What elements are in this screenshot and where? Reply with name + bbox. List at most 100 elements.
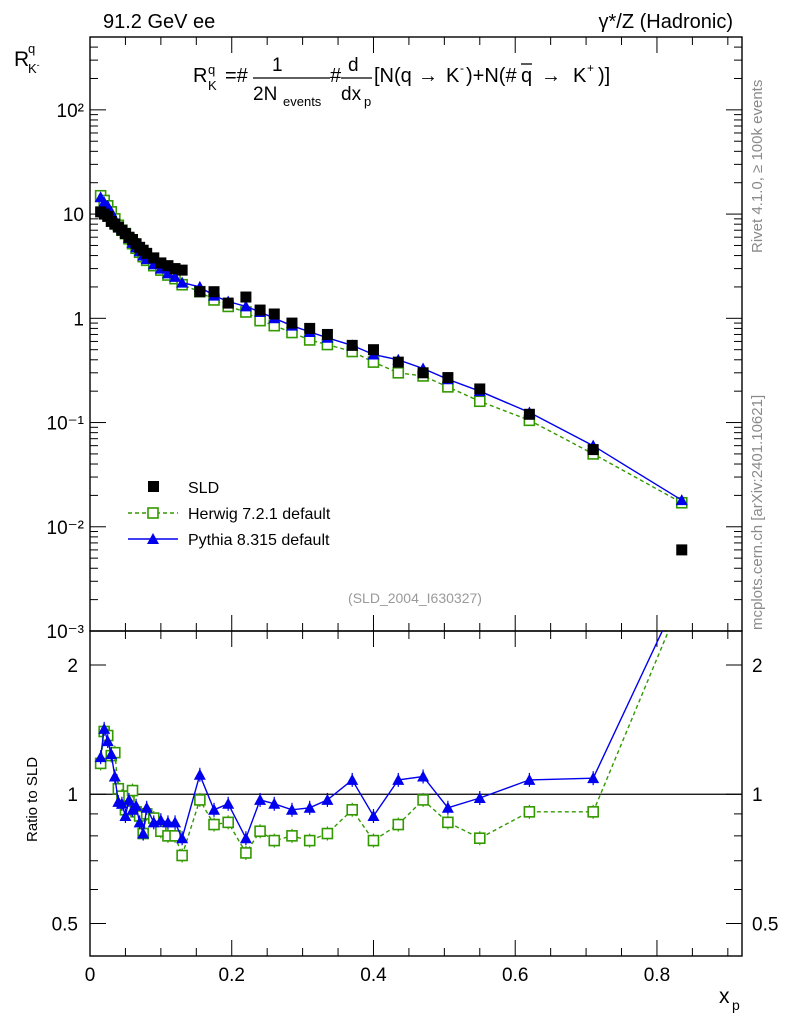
energy-label: 91.2 GeV ee	[103, 11, 215, 33]
pythia-ratio-point	[133, 816, 146, 828]
ratio-y-tick-label-left: 1	[67, 785, 78, 806]
herwig-ratio-point	[677, 594, 687, 604]
mcplots-label: mcplots.cern.ch [arXiv:2401.10621]	[749, 395, 766, 630]
pythia-ratio-point	[285, 803, 298, 815]
ratio-series-layer	[94, 583, 688, 863]
pythia-ratio-point	[303, 801, 316, 813]
svg-text:R: R	[193, 65, 207, 87]
svg-text:2N: 2N	[253, 84, 277, 105]
svg-text:+: +	[587, 61, 594, 75]
sld-data-point	[442, 372, 454, 384]
herwig-ratio-point	[208, 818, 220, 831]
herwig-ratio-point	[523, 806, 536, 818]
main-series-layer	[94, 189, 688, 556]
herwig-main-point	[392, 367, 405, 379]
svg-text:K-: K-	[28, 60, 40, 76]
legend-herwig-marker	[147, 507, 159, 519]
svg-text:q: q	[208, 62, 215, 77]
svg-text:-: -	[460, 61, 464, 75]
main-y-tick-label: 10⁻¹	[47, 414, 85, 435]
legend-herwig-label: Herwig 7.2.1 default	[188, 506, 331, 523]
sld-data-point	[321, 328, 333, 340]
process-label: γ*/Z (Hadronic)	[599, 11, 733, 33]
herwig-ratio-point	[321, 827, 334, 840]
pythia-ratio-point	[392, 773, 405, 785]
herwig-ratio-point	[176, 849, 188, 862]
sld-data-point	[268, 308, 280, 320]
ratio-y-tick-label-right: 2	[752, 656, 763, 677]
pythia-ratio-point	[367, 809, 380, 821]
sld-data-point	[240, 291, 252, 303]
svg-text:K: K	[208, 78, 217, 93]
herwig-ratio-point	[346, 803, 359, 816]
pythia-ratio-point	[346, 773, 359, 785]
pythia-ratio-point	[239, 832, 252, 844]
herwig-ratio-point	[126, 784, 139, 797]
pythia-ratio-point	[154, 814, 167, 826]
main-y-tick-label: 10	[63, 205, 84, 226]
sld-data-point	[208, 286, 220, 298]
herwig-ratio-point	[473, 832, 486, 844]
svg-text:→: →	[418, 65, 438, 87]
ratio-y-tick-label-right: 0.5	[752, 914, 778, 935]
pythia-ratio-point	[94, 751, 107, 763]
sld-data-point	[392, 356, 404, 368]
svg-text:p: p	[364, 94, 371, 109]
legend-pythia-marker	[147, 533, 159, 544]
main-y-tick-label: 10⁻²	[47, 518, 85, 539]
herwig-ratio-point	[367, 834, 380, 847]
svg-text:R: R	[14, 48, 29, 71]
sld-data-point	[676, 544, 688, 556]
svg-text:q: q	[521, 65, 532, 87]
svg-text:[N(q: [N(q	[374, 65, 412, 87]
x-tick-label: 0.4	[360, 965, 387, 986]
pythia-ratio-point	[676, 583, 688, 594]
pythia-ratio-point	[441, 801, 454, 813]
pythia-ratio-point	[137, 827, 150, 839]
pythia-ratio-point	[140, 801, 153, 813]
pythia-ratio-point	[321, 793, 334, 805]
herwig-ratio-point	[222, 816, 234, 829]
sld-data-point	[194, 286, 206, 298]
ratio-panel-frame	[89, 630, 743, 957]
svg-text:d: d	[348, 55, 359, 76]
legend: SLD Herwig 7.2.1 default Pythia 8.315 de…	[128, 480, 331, 549]
pythia-ratio-point	[473, 792, 486, 804]
legend-sld-marker	[148, 481, 159, 492]
pythia-ratio-point	[119, 809, 132, 821]
herwig-ratio-point	[254, 825, 266, 838]
herwig-ratio-point	[286, 830, 298, 842]
ratio-y-axis-label: Ratio to SLD	[24, 757, 41, 842]
pythia-ratio-point	[108, 770, 121, 782]
pythia-main-point	[239, 300, 252, 312]
legend-pythia-label: Pythia 8.315 default	[188, 532, 330, 549]
ratio-y-tick-label-left: 0.5	[52, 914, 78, 935]
sld-data-point	[222, 297, 234, 309]
pythia-ratio-point	[268, 797, 281, 809]
plot-title-formula: R q K =# 1 2N events # d dx p [N(q → K -…	[193, 55, 610, 109]
x-tick-label: 0.6	[502, 965, 528, 986]
pythia-ratio-point	[176, 832, 189, 844]
svg-text:x: x	[719, 985, 730, 1008]
herwig-main-point	[254, 314, 266, 327]
ratio-y-tick-label-right: 1	[752, 785, 763, 806]
pythia-ratio-point	[587, 772, 600, 784]
sld-data-point	[141, 247, 153, 259]
svg-text:K: K	[573, 65, 587, 87]
herwig-ratio-point	[240, 847, 252, 859]
pythia-main-point	[176, 276, 189, 288]
sld-data-point	[254, 304, 266, 316]
main-axes: 10⁻³ 10⁻² 10⁻¹ 1 10 10²	[47, 36, 742, 643]
sld-data-point	[417, 367, 429, 379]
svg-text:)]: )]	[598, 65, 610, 87]
rivet-version-label: Rivet 4.1.0, ≥ 100k events	[749, 80, 766, 253]
sld-data-point	[304, 322, 316, 334]
pythia-ratio-line	[99, 631, 664, 841]
herwig-ratio-point	[587, 806, 599, 818]
herwig-ratio-point	[442, 816, 454, 829]
sld-data-point	[176, 264, 188, 276]
main-y-tick-label: 10²	[57, 101, 84, 122]
sld-data-point	[286, 317, 298, 329]
